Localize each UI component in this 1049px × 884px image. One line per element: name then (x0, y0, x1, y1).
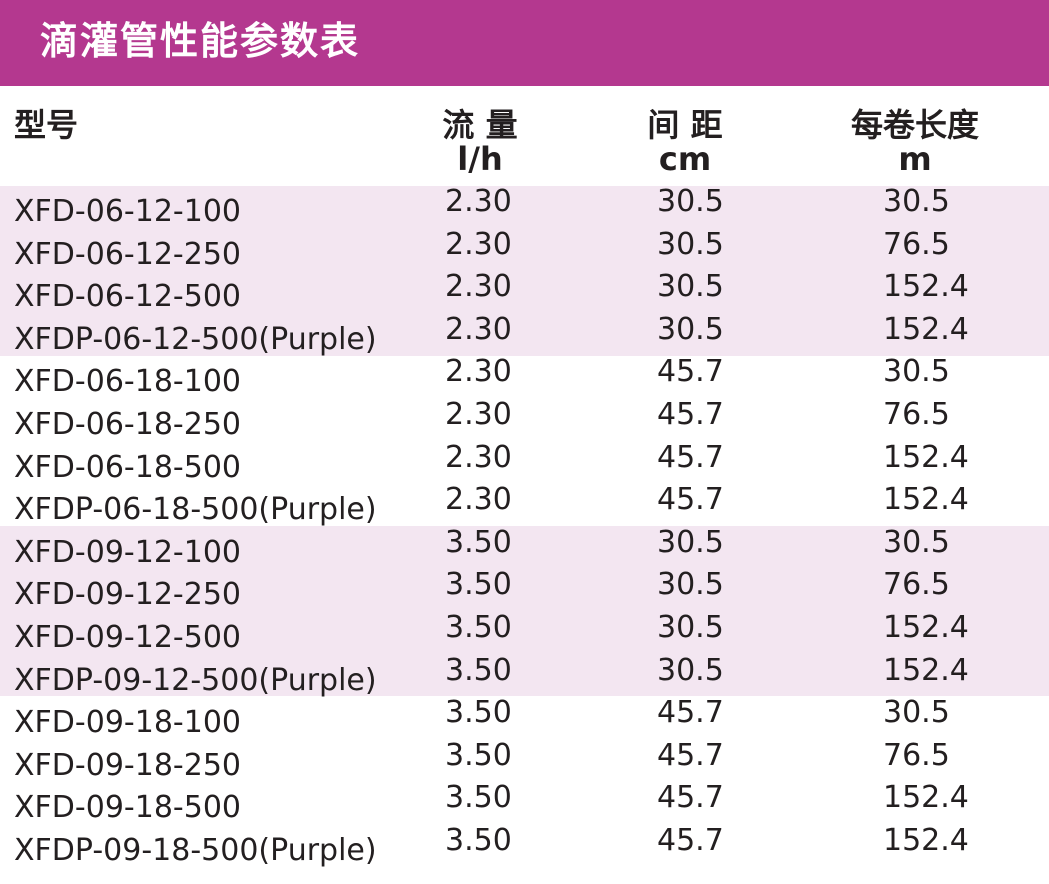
table-row: XFD-09-12-500 3.50 30.5 152.4 (0, 610, 1049, 655)
cell-flow: 2.30 (445, 226, 512, 262)
cell-length: 152.4 (883, 269, 969, 305)
cell-flow: 2.30 (445, 397, 512, 432)
table-row: XFD-09-12-250 3.50 30.5 76.5 (0, 567, 1049, 613)
table-row: XFD-06-18-100 2.30 45.7 30.5 (0, 354, 1049, 400)
cell-model: XFD-09-12-250 (14, 577, 241, 613)
cell-flow: 3.50 (445, 737, 512, 773)
cell-spacing: 45.7 (657, 354, 724, 390)
cell-flow: 2.30 (445, 184, 512, 219)
cell-model: XFD-09-18-500 (14, 790, 241, 826)
table-row: XFD-06-12-250 2.30 30.5 76.5 (0, 226, 1049, 272)
header-spacing-unit: cm (658, 140, 712, 178)
cell-flow: 2.30 (445, 482, 512, 518)
header-flow: 流 量 l/h (420, 108, 540, 176)
cell-spacing: 45.7 (657, 397, 724, 432)
cell-model: XFD-06-18-100 (14, 364, 241, 400)
cell-length: 30.5 (883, 695, 950, 731)
cell-spacing: 30.5 (657, 652, 724, 688)
cell-spacing: 45.7 (657, 780, 724, 816)
cell-spacing: 45.7 (657, 482, 724, 518)
cell-model: XFD-09-12-100 (14, 534, 241, 570)
header-flow-unit: l/h (457, 140, 503, 178)
cell-spacing: 30.5 (657, 311, 724, 347)
header-spacing: 间 距 cm (620, 108, 750, 176)
cell-flow: 3.50 (445, 524, 512, 560)
cell-flow: 3.50 (445, 652, 512, 688)
header-length-label: 每卷长度 (850, 106, 979, 144)
cell-model: XFD-06-12-500 (14, 279, 241, 315)
cell-length: 152.4 (883, 780, 969, 816)
cell-spacing: 30.5 (657, 269, 724, 305)
cell-spacing: 30.5 (657, 184, 724, 219)
header-model-label: 型号 (14, 106, 79, 144)
cell-model: XFDP-06-18-500(Purple) (14, 492, 377, 528)
cell-length: 152.4 (883, 610, 969, 645)
table-row: XFDP-09-18-500(Purple) 3.50 45.7 152.4 (0, 823, 1049, 868)
cell-spacing: 45.7 (657, 737, 724, 773)
cell-length: 76.5 (883, 226, 950, 262)
cell-flow: 3.50 (445, 780, 512, 816)
table-header: 型号 流 量 l/h 间 距 cm 每卷长度 m (0, 86, 1049, 186)
cell-flow: 3.50 (445, 823, 512, 858)
table-row: XFDP-06-18-500(Purple) 2.30 45.7 152.4 (0, 482, 1049, 528)
header-length: 每卷长度 m (830, 108, 1000, 176)
table-row: XFD-06-18-500 2.30 45.7 152.4 (0, 439, 1049, 485)
cell-model: XFDP-09-12-500(Purple) (14, 662, 377, 698)
cell-spacing: 30.5 (657, 567, 724, 603)
title-bar: 滴灌管性能参数表 (0, 0, 1049, 86)
cell-model: XFD-06-12-100 (14, 194, 241, 229)
cell-flow: 3.50 (445, 610, 512, 645)
header-length-unit: m (898, 140, 932, 178)
cell-spacing: 45.7 (657, 695, 724, 731)
cell-length: 76.5 (883, 737, 950, 773)
header-spacing-label: 间 距 (647, 106, 723, 144)
cell-spacing: 30.5 (657, 610, 724, 645)
cell-length: 152.4 (883, 652, 969, 688)
cell-model: XFDP-09-18-500(Purple) (14, 833, 377, 868)
table-row: XFD-09-18-500 3.50 45.7 152.4 (0, 780, 1049, 826)
cell-length: 30.5 (883, 184, 950, 219)
table-row: XFD-09-18-100 3.50 45.7 30.5 (0, 695, 1049, 741)
cell-model: XFD-09-18-250 (14, 747, 241, 783)
cell-flow: 2.30 (445, 269, 512, 305)
cell-flow: 2.30 (445, 311, 512, 347)
table-row: XFD-06-18-250 2.30 45.7 76.5 (0, 397, 1049, 442)
cell-model: XFD-09-12-500 (14, 620, 241, 655)
table-row: XFDP-06-12-500(Purple) 2.30 30.5 152.4 (0, 311, 1049, 357)
table-row: XFD-09-12-100 3.50 30.5 30.5 (0, 524, 1049, 570)
cell-spacing: 30.5 (657, 226, 724, 262)
cell-length: 152.4 (883, 482, 969, 518)
table-row: XFD-06-12-100 2.30 30.5 30.5 (0, 184, 1049, 229)
table-row: XFD-06-12-500 2.30 30.5 152.4 (0, 269, 1049, 315)
cell-length: 76.5 (883, 567, 950, 603)
cell-length: 152.4 (883, 311, 969, 347)
cell-flow: 2.30 (445, 354, 512, 390)
cell-flow: 2.30 (445, 439, 512, 475)
cell-flow: 3.50 (445, 695, 512, 731)
cell-spacing: 45.7 (657, 823, 724, 858)
cell-length: 152.4 (883, 823, 969, 858)
cell-model: XFD-06-18-500 (14, 449, 241, 485)
row-group-shaded (0, 526, 1049, 696)
cell-length: 152.4 (883, 439, 969, 475)
cell-model: XFD-06-18-250 (14, 407, 241, 442)
cell-length: 30.5 (883, 354, 950, 390)
table-row: XFDP-09-12-500(Purple) 3.50 30.5 152.4 (0, 652, 1049, 698)
cell-spacing: 45.7 (657, 439, 724, 475)
row-group-shaded (0, 186, 1049, 356)
cell-model: XFD-09-18-100 (14, 705, 241, 741)
cell-spacing: 30.5 (657, 524, 724, 560)
cell-length: 30.5 (883, 524, 950, 560)
cell-flow: 3.50 (445, 567, 512, 603)
cell-model: XFD-06-12-250 (14, 236, 241, 272)
page-title: 滴灌管性能参数表 (40, 19, 361, 63)
header-model: 型号 (14, 108, 78, 142)
cell-length: 76.5 (883, 397, 950, 432)
table-row: XFD-09-18-250 3.50 45.7 76.5 (0, 737, 1049, 783)
cell-model: XFDP-06-12-500(Purple) (14, 321, 377, 357)
header-flow-label: 流 量 (442, 106, 518, 144)
